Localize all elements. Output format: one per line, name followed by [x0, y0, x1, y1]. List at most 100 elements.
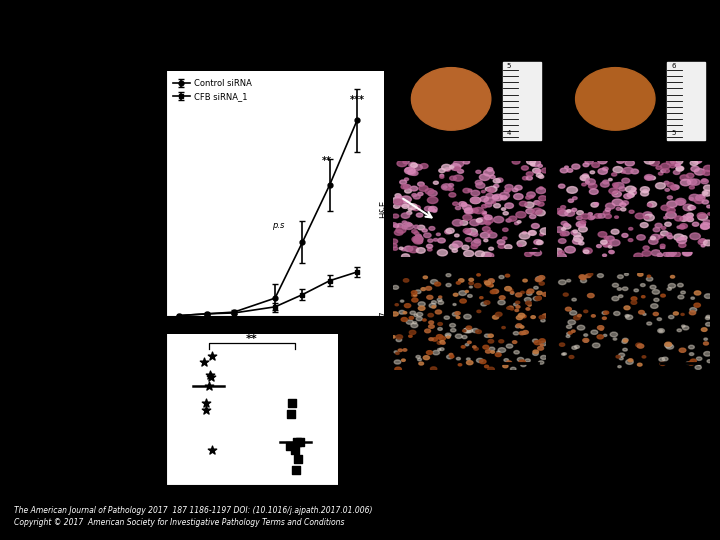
Circle shape [568, 332, 572, 334]
Circle shape [655, 183, 665, 189]
Circle shape [580, 276, 586, 280]
Circle shape [426, 244, 433, 248]
Circle shape [401, 196, 411, 202]
Circle shape [595, 202, 598, 205]
Circle shape [485, 202, 492, 207]
Circle shape [657, 253, 662, 257]
Circle shape [578, 223, 585, 227]
Circle shape [499, 296, 505, 300]
Circle shape [676, 163, 680, 165]
Point [203, 382, 215, 390]
Circle shape [600, 240, 607, 244]
Circle shape [555, 227, 564, 233]
Circle shape [611, 230, 619, 234]
Circle shape [665, 222, 671, 226]
Text: H&E: H&E [379, 200, 388, 218]
Circle shape [518, 313, 525, 318]
Circle shape [609, 251, 613, 253]
Circle shape [485, 334, 490, 338]
Circle shape [675, 216, 683, 221]
Circle shape [471, 198, 480, 203]
Circle shape [564, 246, 575, 253]
Circle shape [534, 286, 539, 289]
Circle shape [584, 334, 588, 336]
Circle shape [660, 231, 668, 236]
Circle shape [530, 251, 534, 254]
Circle shape [677, 329, 682, 332]
Circle shape [615, 216, 618, 218]
Circle shape [413, 322, 417, 324]
Circle shape [670, 251, 680, 258]
Circle shape [469, 286, 472, 288]
Circle shape [603, 167, 608, 171]
Circle shape [490, 176, 495, 179]
Circle shape [626, 315, 633, 320]
Circle shape [667, 183, 674, 187]
Circle shape [590, 189, 598, 194]
Circle shape [588, 293, 594, 298]
Circle shape [637, 344, 644, 348]
Circle shape [438, 322, 442, 326]
Circle shape [457, 170, 464, 173]
Circle shape [397, 224, 403, 227]
Circle shape [680, 179, 690, 186]
Circle shape [433, 181, 438, 184]
Circle shape [392, 312, 398, 316]
Circle shape [471, 245, 478, 249]
Circle shape [488, 233, 497, 238]
Circle shape [452, 312, 459, 316]
Circle shape [689, 198, 693, 200]
Circle shape [436, 310, 441, 314]
Legend: Control siRNA, CFB siRNA_1: Control siRNA, CFB siRNA_1 [170, 76, 255, 104]
Circle shape [618, 353, 625, 357]
Circle shape [409, 316, 413, 319]
Circle shape [528, 304, 531, 306]
Circle shape [669, 315, 674, 319]
Circle shape [412, 193, 417, 197]
Circle shape [526, 301, 531, 305]
Circle shape [407, 211, 412, 214]
Circle shape [416, 317, 423, 321]
Circle shape [554, 248, 562, 253]
Circle shape [404, 246, 413, 252]
Circle shape [418, 192, 423, 195]
Circle shape [523, 232, 526, 234]
Circle shape [591, 315, 595, 317]
Circle shape [679, 243, 686, 247]
Circle shape [510, 308, 513, 310]
Circle shape [438, 328, 442, 330]
Circle shape [404, 224, 413, 230]
Circle shape [666, 252, 675, 257]
Circle shape [605, 214, 611, 219]
Circle shape [558, 210, 568, 216]
Circle shape [621, 171, 625, 173]
Circle shape [433, 350, 440, 355]
Circle shape [531, 163, 535, 166]
Circle shape [677, 237, 687, 244]
Circle shape [487, 186, 497, 192]
Circle shape [423, 233, 431, 238]
Circle shape [653, 227, 660, 232]
Text: C: C [137, 309, 147, 323]
Circle shape [664, 217, 667, 219]
Circle shape [416, 355, 420, 358]
Circle shape [582, 174, 588, 178]
Circle shape [505, 287, 511, 291]
Bar [667, 62, 706, 140]
Circle shape [559, 239, 566, 244]
Circle shape [613, 185, 617, 188]
Circle shape [428, 206, 437, 212]
Circle shape [597, 245, 601, 248]
Circle shape [526, 172, 533, 176]
Circle shape [505, 245, 512, 249]
Circle shape [415, 290, 421, 294]
Circle shape [631, 187, 636, 191]
Circle shape [588, 184, 597, 189]
Circle shape [660, 362, 665, 366]
Circle shape [398, 349, 402, 352]
Circle shape [446, 284, 451, 287]
Circle shape [613, 338, 617, 340]
Circle shape [629, 227, 633, 230]
Circle shape [476, 170, 481, 173]
Circle shape [480, 296, 483, 299]
